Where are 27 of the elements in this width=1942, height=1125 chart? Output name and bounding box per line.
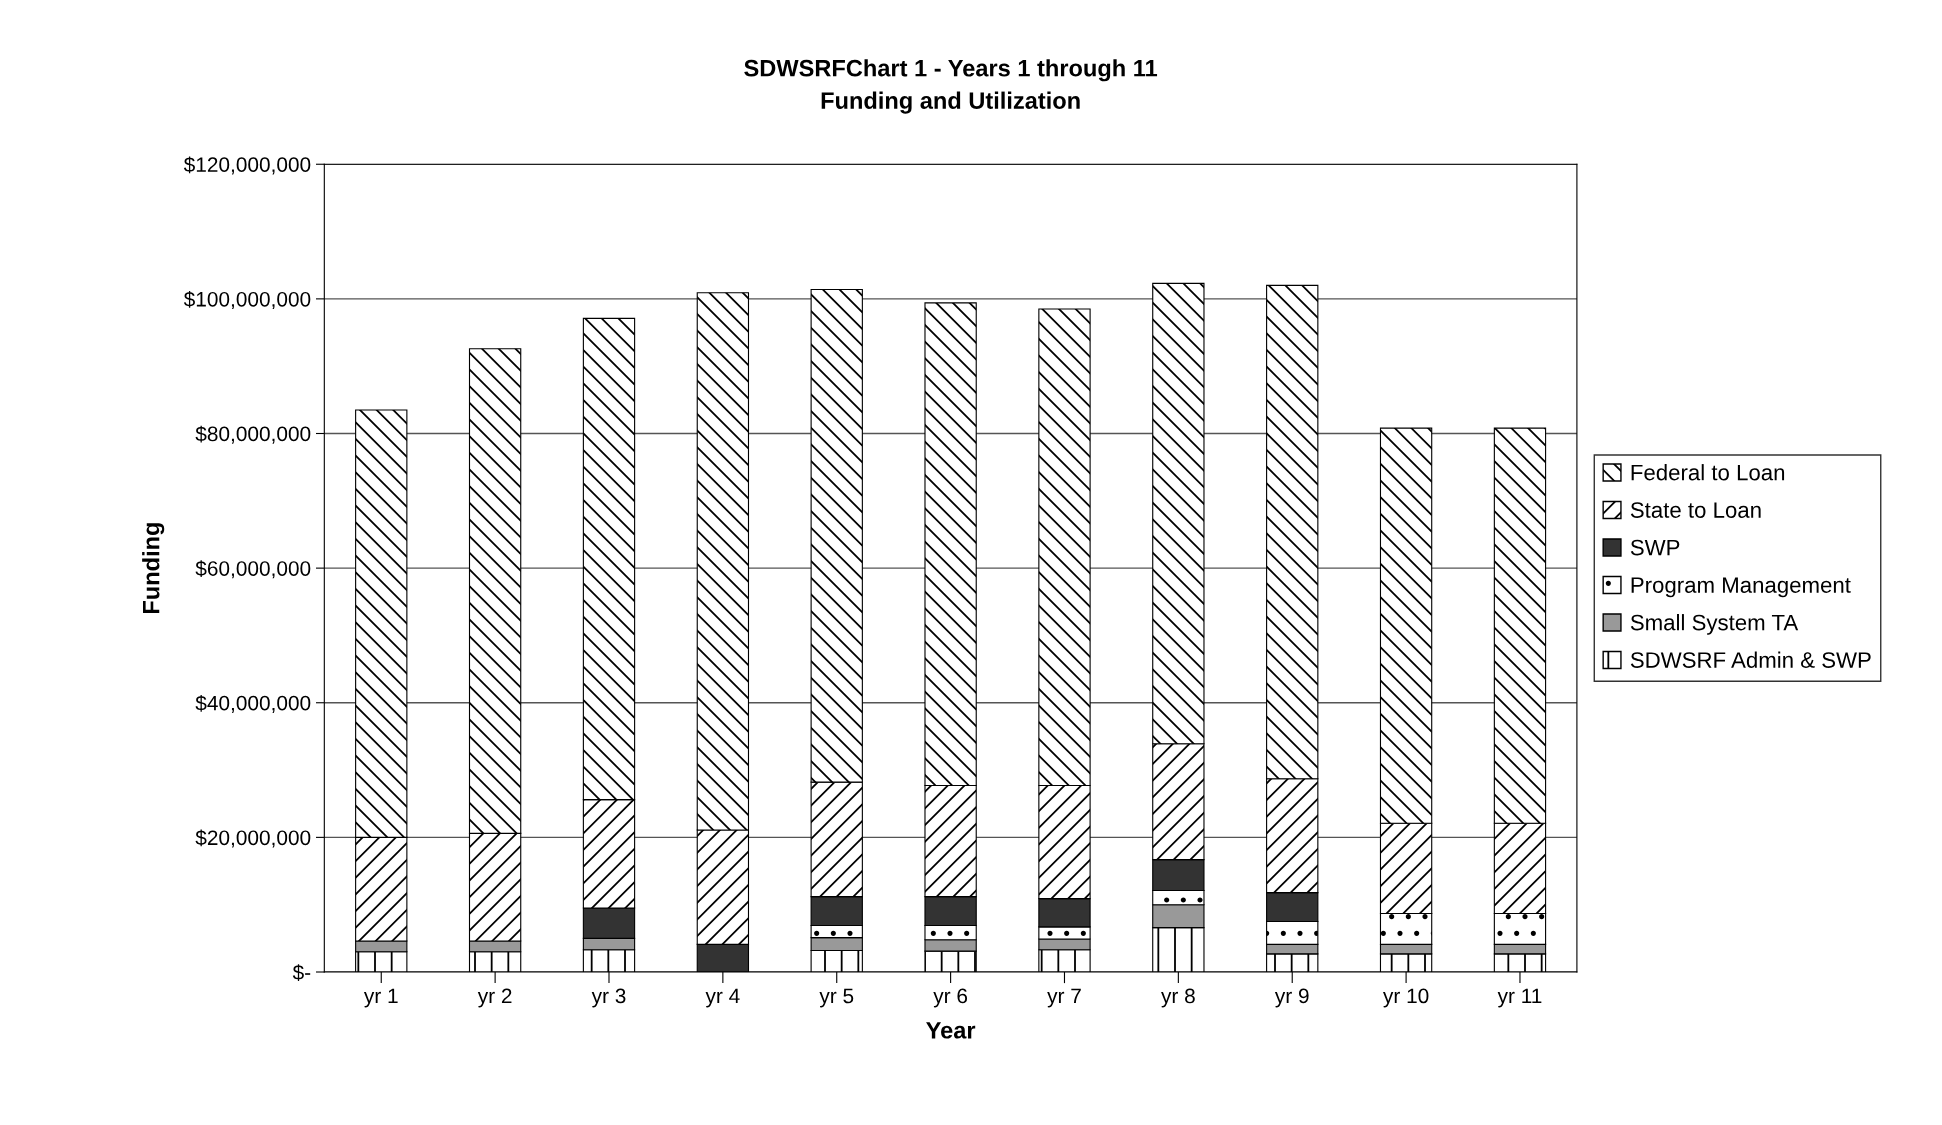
y-tick-label: $100,000,000 [183,291,311,310]
x-tick-label: yr 10 [1382,988,1429,1008]
legend-label: Small System TA [1630,614,1799,635]
x-tick-label: yr 1 [363,988,398,1008]
x-tick-label: yr 4 [705,988,740,1008]
x-tick-label: yr 8 [1161,988,1195,1008]
y-tick-label: $80,000,000 [195,425,311,444]
chart-title: SDWSRFChart 1 - Years 1 through 11 Funding and Utilization [744,59,1158,114]
x-axis-title: Year [926,1022,976,1039]
x-tick-label: yr 3 [591,988,626,1008]
x-tick-label: yr 2 [477,988,512,1008]
x-tick-label: yr 11 [1497,988,1542,1008]
y-tick-label: $120,000,000 [183,156,311,175]
x-tick-label: yr 5 [819,988,854,1008]
legend-label: State to Loan [1630,502,1761,518]
y-tick-label: $60,000,000 [195,560,311,579]
x-tick-label: yr 7 [1047,988,1081,1008]
x-tick-label: yr 9 [1274,988,1309,1008]
legend-label: Program Management [1631,577,1851,598]
legend-label: SWP [1630,539,1680,556]
legend-label: SDWSRF Admin & SWP [1630,651,1871,668]
y-axis-title: Funding [142,523,165,614]
y-tick-label: $- [292,964,311,981]
y-tick-label: $40,000,000 [195,694,311,713]
y-tick-label: $20,000,000 [195,829,311,848]
legend-label: Federal to Loan [1631,464,1785,481]
x-tick-label: yr 6 [933,988,968,1008]
